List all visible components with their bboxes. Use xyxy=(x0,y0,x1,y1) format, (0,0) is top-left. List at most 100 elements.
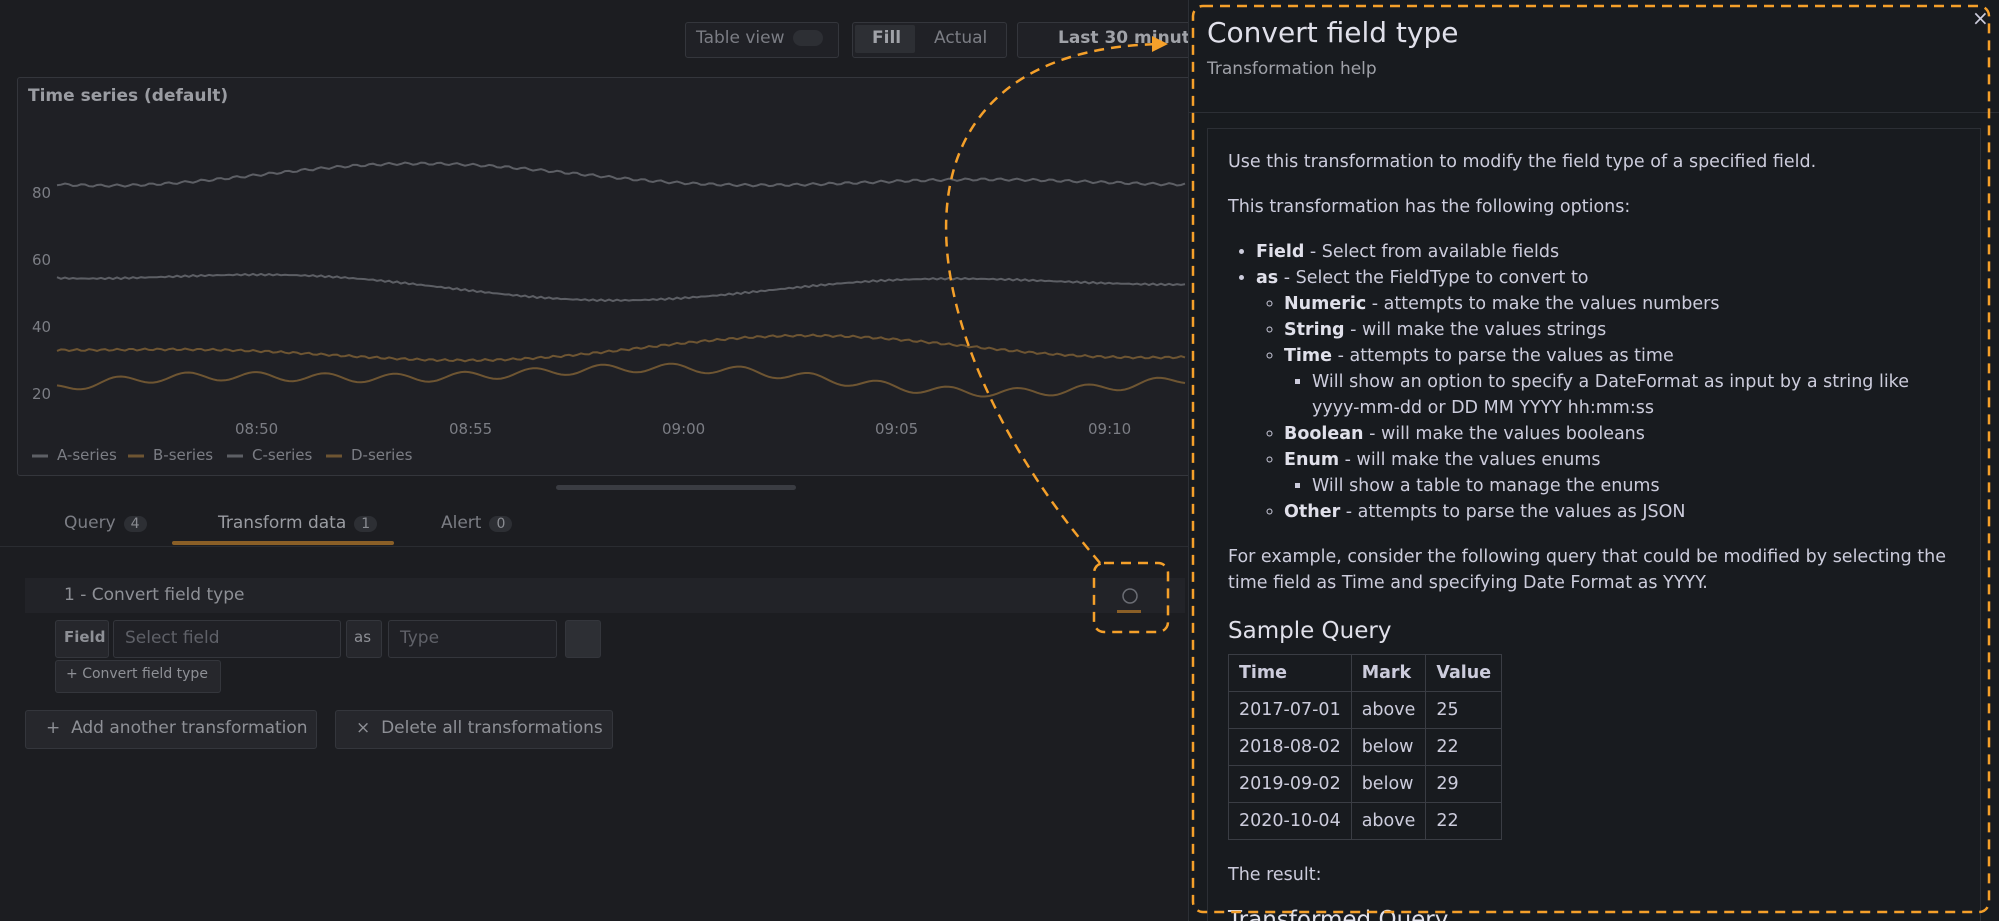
as-label: as xyxy=(354,628,372,646)
table-row: 2020-10-04 above 22 xyxy=(1228,802,1503,840)
option-text: - attempts to parse the values as JSON xyxy=(1340,502,1686,522)
x-tick: 09:05 xyxy=(875,420,919,438)
divider xyxy=(0,546,1188,547)
option-text: - will make the values booleans xyxy=(1363,424,1645,444)
option-term: as xyxy=(1256,268,1279,288)
option-list: Will show a table to manage the enums xyxy=(1284,473,1960,499)
add-another-button[interactable] xyxy=(25,710,317,749)
option-text: Will show an option to specify a DateFor… xyxy=(1312,372,1909,418)
column-header: Mark xyxy=(1350,654,1427,692)
series-lines xyxy=(32,161,1186,458)
table-cell: 2017-07-01 xyxy=(1228,691,1352,729)
close-button[interactable]: × xyxy=(1972,6,1989,30)
legend-item[interactable]: B-series xyxy=(153,446,214,464)
tab-count: 1 xyxy=(354,516,378,532)
option-text: - attempts to parse the values as time xyxy=(1332,346,1674,366)
drawer-title: Convert field type xyxy=(1207,16,1459,49)
option-text: - will make the values strings xyxy=(1344,320,1607,340)
legend-item[interactable]: D-series xyxy=(351,446,413,464)
legend-item[interactable]: C-series xyxy=(252,446,313,464)
option-list: Numeric - attempts to make the values nu… xyxy=(1256,291,1960,525)
y-tick: 80 xyxy=(32,184,52,202)
option-term: Enum xyxy=(1284,450,1340,470)
option-item: Time - attempts to parse the values as t… xyxy=(1284,343,1960,421)
table-row: 2019-09-02 below 29 xyxy=(1228,765,1503,803)
tab-underline xyxy=(172,541,394,545)
option-text: Will show a table to manage the enums xyxy=(1312,476,1660,496)
tab-query[interactable]: Query 4 xyxy=(64,513,147,533)
options: Field - Select from available fields as -… xyxy=(1228,239,1960,525)
x-tick: 08:55 xyxy=(449,420,493,438)
as-label-box xyxy=(346,620,382,658)
field-label: Field xyxy=(64,628,106,646)
option-item: Will show a table to manage the enums xyxy=(1312,473,1960,499)
tab-label: Alert xyxy=(441,513,482,533)
fill-active[interactable] xyxy=(855,25,915,53)
add-another-label: + Add another transformation xyxy=(46,718,308,738)
legend-item[interactable]: A-series xyxy=(57,446,117,464)
help-underline xyxy=(1117,610,1141,613)
field-placeholder: Select field xyxy=(125,628,220,648)
option-list: Will show an option to specify a DateFor… xyxy=(1284,369,1960,421)
y-tick: 20 xyxy=(32,385,52,403)
heading: Sample Query xyxy=(1228,618,1392,644)
table-cell: 2019-09-02 xyxy=(1228,765,1352,803)
option-text: - will make the values enums xyxy=(1339,450,1601,470)
series-line xyxy=(56,362,1186,398)
paragraph: This transformation has the following op… xyxy=(1228,197,1631,217)
tab-label: Transform data xyxy=(218,513,347,533)
option-item: Will show an option to specify a DateFor… xyxy=(1312,369,1960,421)
heading: Transformed Query xyxy=(1228,907,1449,921)
tab-count: 4 xyxy=(123,516,147,532)
resize-handle[interactable] xyxy=(556,485,796,490)
help-icon[interactable] xyxy=(1122,588,1138,604)
table-row: 2017-07-01 above 25 xyxy=(1228,691,1503,729)
table-cell: 22 xyxy=(1425,728,1503,766)
series-line xyxy=(56,161,1186,188)
option-text: - attempts to make the values numbers xyxy=(1366,294,1720,314)
field-label-box xyxy=(55,620,109,658)
help-drawer: Convert field type Transformation help ×… xyxy=(1188,0,1999,921)
paragraph: The result: xyxy=(1228,865,1322,885)
x-tick: 08:50 xyxy=(235,420,279,438)
option-term: Time xyxy=(1284,346,1333,366)
option-item: Numeric - attempts to make the values nu… xyxy=(1284,291,1960,317)
type-select[interactable] xyxy=(388,620,557,658)
transformation-header[interactable] xyxy=(25,578,1185,613)
drawer-subtitle: Transformation help xyxy=(1207,59,1377,79)
table-cell: above xyxy=(1350,802,1427,840)
tab-transform[interactable]: Transform data 1 xyxy=(218,513,378,533)
option-list: Field - Select from available fields as -… xyxy=(1228,239,1960,525)
tab-count: 0 xyxy=(489,516,513,532)
column-header: Time xyxy=(1228,654,1352,692)
fill-button[interactable]: Fill xyxy=(872,28,902,48)
add-another-text: Add another transformation xyxy=(71,718,308,738)
table-row: 2018-08-02 below 22 xyxy=(1228,728,1503,766)
delete-all-text: Delete all transformations xyxy=(381,718,603,738)
option-item: Field - Select from available fields xyxy=(1256,239,1960,265)
option-term: String xyxy=(1284,320,1345,340)
panel-title: Time series (default) xyxy=(28,86,229,106)
table-view-label: Table view xyxy=(696,28,785,48)
toggle[interactable] xyxy=(793,30,823,46)
table-cell: below xyxy=(1350,728,1427,766)
paragraph: Use this transformation to modify the fi… xyxy=(1228,152,1817,172)
field-select[interactable] xyxy=(113,620,341,658)
tab-alert[interactable]: Alert 0 xyxy=(441,513,513,533)
table-cell: above xyxy=(1350,691,1427,729)
delete-all-button[interactable] xyxy=(335,710,613,749)
table-cell: 2018-08-02 xyxy=(1228,728,1352,766)
option-term: Numeric xyxy=(1284,294,1367,314)
table-cell: below xyxy=(1350,765,1427,803)
y-tick: 40 xyxy=(32,318,52,336)
option-item: Enum - will make the values enums Will sh… xyxy=(1284,447,1960,499)
add-convert-button[interactable] xyxy=(55,660,221,693)
option-text: - Select from available fields xyxy=(1304,242,1560,262)
column-header: Value xyxy=(1425,654,1503,692)
sample-table: Time Mark Value 2017-07-01 above 25 2018-08-02… xyxy=(1228,654,1503,840)
option-term: Other xyxy=(1284,502,1341,522)
delete-button[interactable] xyxy=(565,620,601,658)
add-convert-text: Convert field type xyxy=(82,666,208,682)
y-tick: 60 xyxy=(32,251,52,269)
